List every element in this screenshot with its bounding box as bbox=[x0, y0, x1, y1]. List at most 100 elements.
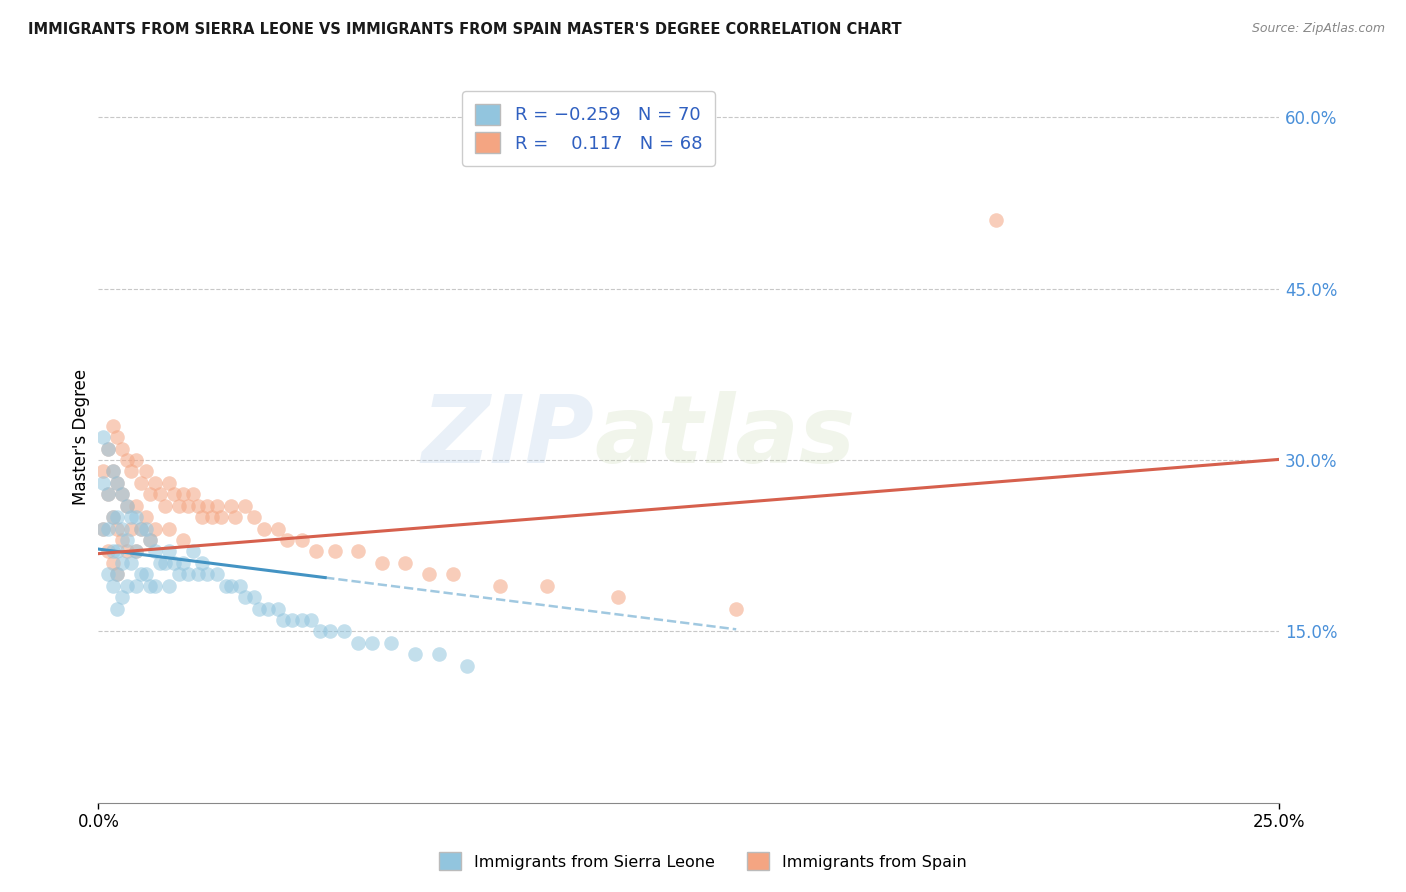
Point bbox=[361, 636, 384, 650]
Point bbox=[243, 590, 266, 604]
Point bbox=[125, 579, 148, 593]
Point bbox=[105, 430, 128, 444]
Point bbox=[149, 556, 172, 570]
Text: ZIP: ZIP bbox=[422, 391, 595, 483]
Point bbox=[243, 510, 266, 524]
Point bbox=[101, 544, 124, 558]
Point bbox=[181, 487, 204, 501]
Point bbox=[111, 590, 134, 604]
Point bbox=[323, 544, 346, 558]
Point bbox=[105, 521, 128, 535]
Point bbox=[290, 533, 312, 547]
Point bbox=[725, 601, 748, 615]
Point bbox=[299, 613, 322, 627]
Point bbox=[139, 533, 162, 547]
Point bbox=[115, 579, 138, 593]
Point bbox=[157, 579, 180, 593]
Point bbox=[105, 475, 128, 490]
Point bbox=[233, 590, 256, 604]
Point bbox=[215, 579, 238, 593]
Point bbox=[984, 213, 1007, 227]
Point bbox=[276, 533, 298, 547]
Point bbox=[97, 521, 120, 535]
Point bbox=[135, 567, 157, 582]
Point bbox=[177, 567, 200, 582]
Point bbox=[91, 521, 114, 535]
Point bbox=[267, 521, 290, 535]
Point bbox=[125, 544, 148, 558]
Point bbox=[135, 521, 157, 535]
Point bbox=[129, 521, 152, 535]
Point bbox=[157, 544, 180, 558]
Point bbox=[157, 475, 180, 490]
Point bbox=[271, 613, 294, 627]
Point bbox=[91, 430, 114, 444]
Point bbox=[456, 658, 478, 673]
Point bbox=[129, 567, 152, 582]
Legend: R = −0.259   N = 70, R =    0.117   N = 68: R = −0.259 N = 70, R = 0.117 N = 68 bbox=[463, 91, 714, 166]
Point bbox=[319, 624, 342, 639]
Point bbox=[121, 556, 143, 570]
Point bbox=[201, 510, 224, 524]
Point bbox=[181, 544, 204, 558]
Point bbox=[97, 442, 120, 456]
Point bbox=[139, 579, 162, 593]
Point bbox=[101, 510, 124, 524]
Point bbox=[153, 556, 176, 570]
Point bbox=[224, 510, 246, 524]
Point bbox=[187, 499, 209, 513]
Point bbox=[125, 453, 148, 467]
Point bbox=[111, 487, 134, 501]
Point bbox=[115, 533, 138, 547]
Point bbox=[115, 453, 138, 467]
Point bbox=[135, 464, 157, 478]
Point bbox=[101, 464, 124, 478]
Point bbox=[195, 499, 218, 513]
Point bbox=[305, 544, 328, 558]
Point bbox=[115, 499, 138, 513]
Point bbox=[333, 624, 356, 639]
Point bbox=[135, 510, 157, 524]
Point bbox=[105, 544, 128, 558]
Point bbox=[121, 464, 143, 478]
Point bbox=[157, 521, 180, 535]
Point bbox=[205, 499, 228, 513]
Point bbox=[187, 567, 209, 582]
Point bbox=[143, 544, 166, 558]
Point bbox=[115, 544, 138, 558]
Point bbox=[111, 533, 134, 547]
Point bbox=[233, 499, 256, 513]
Point bbox=[121, 510, 143, 524]
Point bbox=[115, 499, 138, 513]
Point bbox=[347, 544, 370, 558]
Point bbox=[219, 499, 242, 513]
Point bbox=[111, 442, 134, 456]
Point bbox=[125, 499, 148, 513]
Y-axis label: Master's Degree: Master's Degree bbox=[72, 369, 90, 505]
Point bbox=[97, 442, 120, 456]
Point bbox=[139, 533, 162, 547]
Point bbox=[404, 647, 426, 661]
Point bbox=[309, 624, 332, 639]
Point bbox=[97, 487, 120, 501]
Text: IMMIGRANTS FROM SIERRA LEONE VS IMMIGRANTS FROM SPAIN MASTER'S DEGREE CORRELATIO: IMMIGRANTS FROM SIERRA LEONE VS IMMIGRAN… bbox=[28, 22, 901, 37]
Point bbox=[97, 487, 120, 501]
Point bbox=[149, 487, 172, 501]
Point bbox=[380, 636, 402, 650]
Point bbox=[489, 579, 512, 593]
Point bbox=[257, 601, 280, 615]
Point bbox=[101, 464, 124, 478]
Point bbox=[536, 579, 558, 593]
Text: Source: ZipAtlas.com: Source: ZipAtlas.com bbox=[1251, 22, 1385, 36]
Point bbox=[167, 567, 190, 582]
Point bbox=[267, 601, 290, 615]
Point bbox=[105, 567, 128, 582]
Point bbox=[371, 556, 394, 570]
Point bbox=[91, 521, 114, 535]
Text: atlas: atlas bbox=[595, 391, 856, 483]
Point bbox=[153, 499, 176, 513]
Point bbox=[101, 510, 124, 524]
Point bbox=[281, 613, 304, 627]
Point bbox=[290, 613, 312, 627]
Point bbox=[139, 487, 162, 501]
